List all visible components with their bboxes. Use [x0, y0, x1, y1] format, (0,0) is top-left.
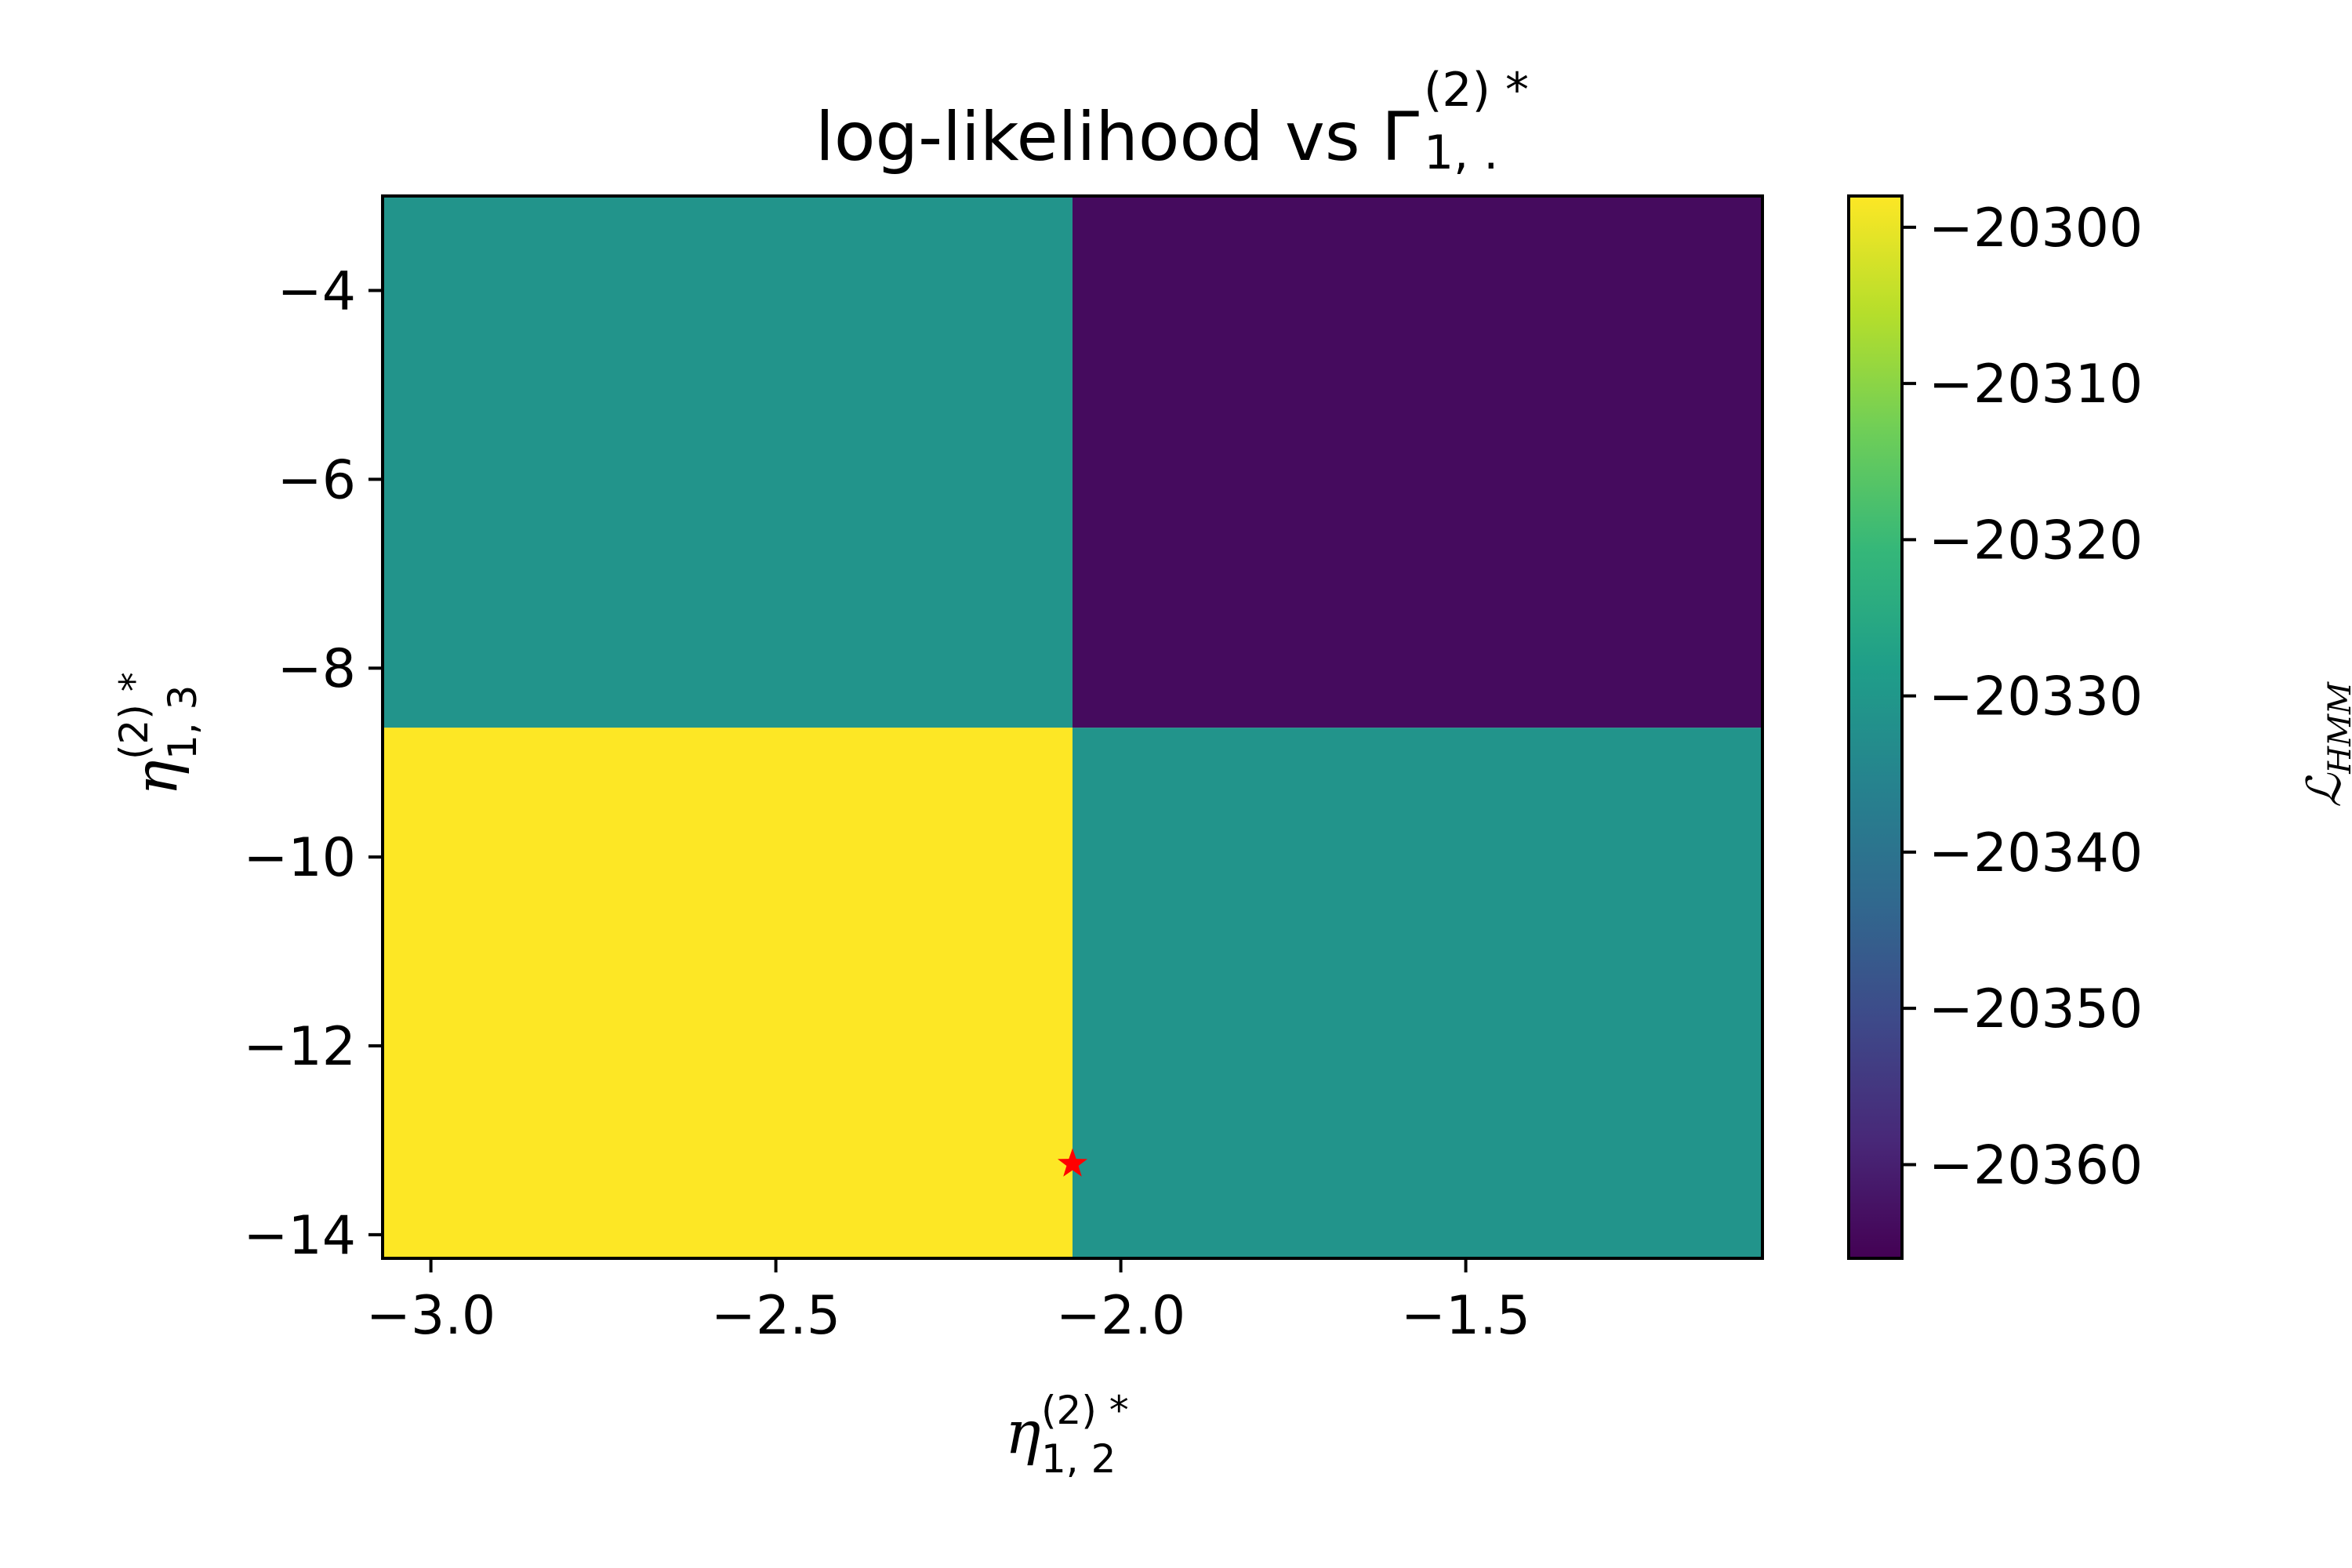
- x-axis-label-sup: (2) *: [1041, 1388, 1129, 1433]
- chart-title: log-likelihood vs Γ (2) * 1, .: [0, 63, 2352, 180]
- x-axis-label: η (2) * 1, 2: [1005, 1388, 1146, 1490]
- y-tick-label: −10: [243, 827, 356, 889]
- y-tick-label: −12: [243, 1016, 356, 1078]
- y-tick-label: −4: [278, 260, 356, 322]
- colorbar-tick-label: −20320: [1929, 510, 2143, 572]
- y-axis-label-sup: (2) *: [111, 672, 157, 760]
- x-axis: −3.0 −2.5 −2.0 −1.5: [366, 1258, 1530, 1347]
- heatmap-cell: [383, 196, 1073, 728]
- colorbar-tick-label: −20340: [1929, 822, 2143, 884]
- heatmap-cell: [1073, 728, 1762, 1258]
- y-tick-label: −8: [278, 638, 356, 700]
- colorbar-gradient: [1847, 194, 1904, 1260]
- x-tick-label: −2.0: [1056, 1285, 1185, 1347]
- x-tick-label: −2.5: [711, 1285, 840, 1347]
- y-axis-label: η (2) * 1, 3: [111, 655, 213, 796]
- colorbar-label: ℒHMM: [2297, 651, 2352, 808]
- x-axis-label-symbol: η: [1005, 1397, 1041, 1467]
- colorbar-tick-label: −20350: [1929, 978, 2143, 1040]
- colorbar-tick-label: −20330: [1929, 666, 2143, 728]
- y-axis: −4 −6 −8 −10 −12 −14: [243, 260, 383, 1267]
- y-axis-label-symbol: η: [121, 760, 191, 796]
- heatmap-cell: [383, 728, 1073, 1258]
- optimum-star-marker: [1058, 1148, 1087, 1177]
- colorbar-tick-label: −20360: [1929, 1134, 2143, 1196]
- heatmap-cells: [383, 196, 1762, 1258]
- colorbar-tick-label: −20300: [1929, 198, 2143, 260]
- y-tick-label: −6: [278, 449, 356, 511]
- x-axis-label-sub: 1, 2: [1041, 1436, 1116, 1482]
- chart-title-symbol: Γ: [1381, 98, 1419, 176]
- colorbar: −20300 −20310 −20320 −20330 −20340 −20350 −203…: [1847, 194, 2143, 1260]
- colorbar-label-symbol: ℒ: [2297, 773, 2352, 808]
- chart-title-text: log-likelihood vs: [815, 98, 1382, 176]
- heatmap-cell: [1073, 196, 1762, 728]
- plot-frame: [381, 194, 1764, 1260]
- chart-title-indices: (2) * 1, .: [1419, 63, 1537, 180]
- colorbar-tick-label: −20310: [1929, 354, 2143, 416]
- y-tick-label: −14: [243, 1205, 356, 1267]
- chart-title-sub: 1, .: [1423, 125, 1499, 180]
- x-tick-label: −3.0: [366, 1285, 495, 1347]
- y-axis-label-sub: 1, 3: [160, 684, 205, 760]
- colorbar-label-sub: HMM: [2322, 681, 2352, 774]
- chart-title-sup: (2) *: [1423, 63, 1530, 118]
- x-tick-label: −1.5: [1401, 1285, 1530, 1347]
- marker-layer: [1058, 1148, 1087, 1177]
